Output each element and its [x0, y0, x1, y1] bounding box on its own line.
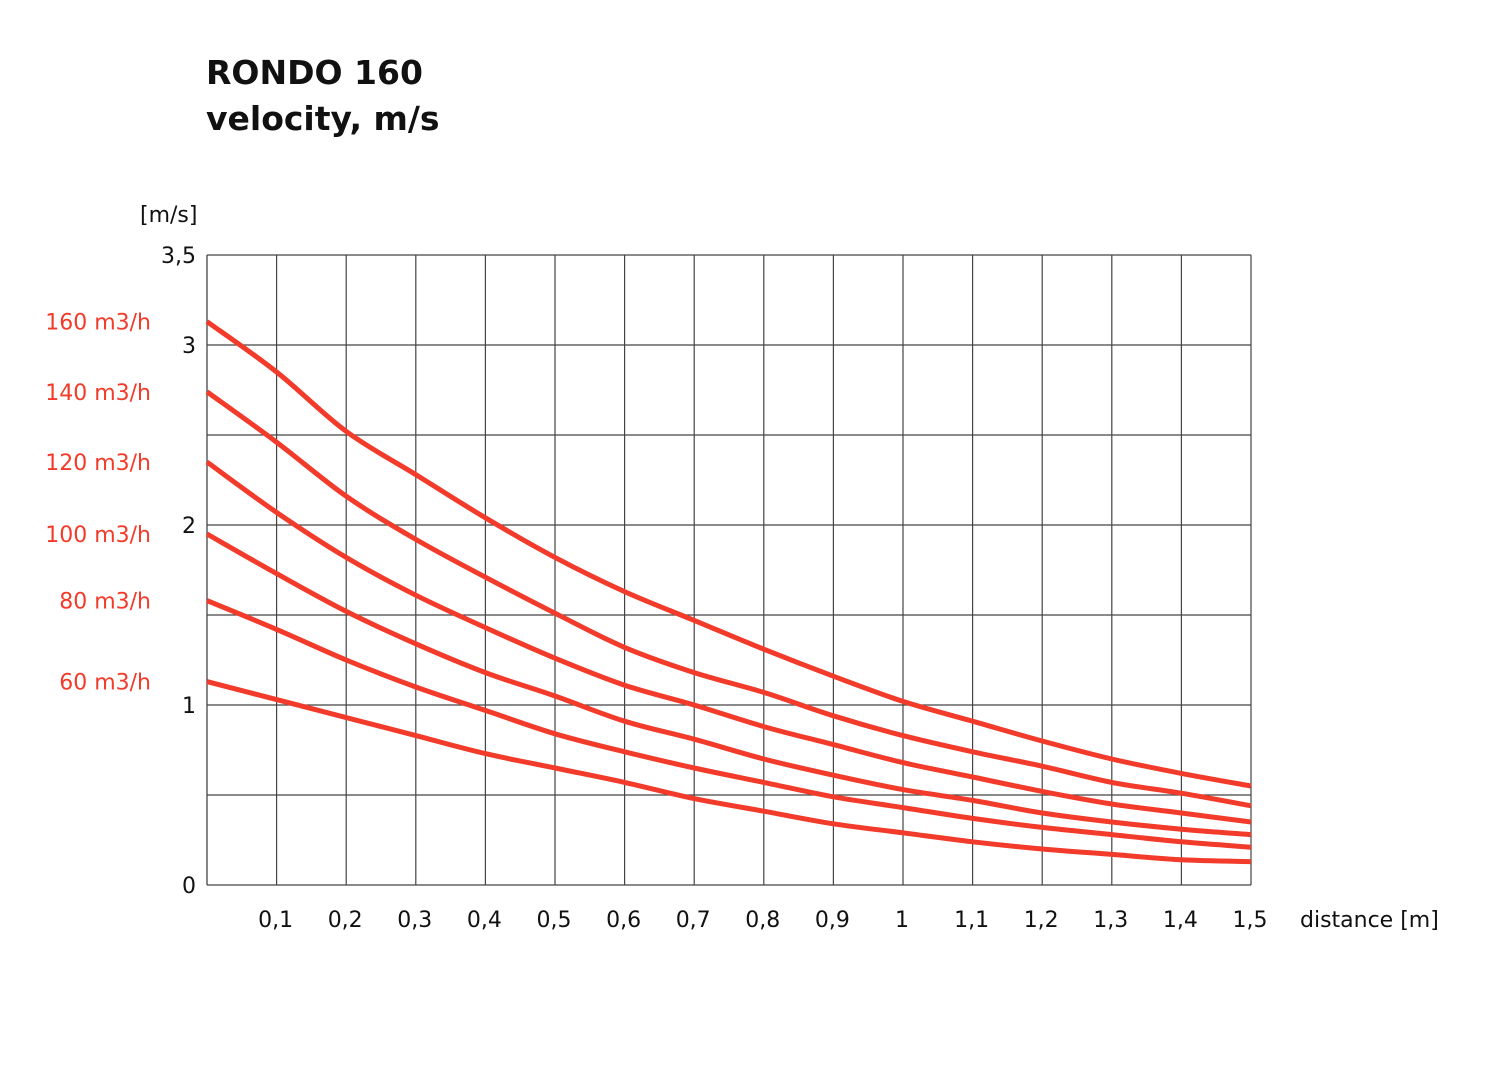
- x-tick-label: 0,6: [606, 908, 641, 933]
- x-tick-label: 1,1: [954, 908, 989, 933]
- y-tick-label: 3,5: [161, 244, 196, 269]
- series-label: 100 m3/h: [45, 523, 151, 548]
- curve-100: [205, 531, 1252, 838]
- series-label: 160 m3/h: [45, 311, 151, 336]
- x-tick-label: 0,9: [815, 908, 850, 933]
- y-ticks: 0 1 2 3 3,5: [161, 244, 196, 899]
- x-tick-label: 0,5: [537, 908, 572, 933]
- series-label: 80 m3/h: [59, 590, 151, 615]
- curve-140: [205, 389, 1252, 809]
- x-tick-label: 1,2: [1024, 908, 1059, 933]
- x-tick-label: 0,2: [328, 908, 363, 933]
- y-tick-label: 2: [182, 514, 196, 539]
- curve-160: [205, 319, 1252, 789]
- chart-title: RONDO 160: [206, 53, 423, 92]
- x-tick-label: 0,7: [676, 908, 711, 933]
- series-label: 120 m3/h: [45, 451, 151, 476]
- x-tick-label: 1: [895, 908, 909, 933]
- y-tick-label: 1: [182, 694, 196, 719]
- grid: [206, 254, 1252, 886]
- x-tick-label: 1,4: [1163, 908, 1198, 933]
- curve-80: [206, 598, 1252, 850]
- series-label: 60 m3/h: [59, 671, 151, 696]
- x-tick-label: 0,1: [258, 908, 293, 933]
- x-tick-label: 1,5: [1233, 908, 1268, 933]
- curves: [205, 319, 1252, 865]
- x-tick-label: 1,3: [1093, 908, 1128, 933]
- series-labels: 160 m3/h 140 m3/h 120 m3/h 100 m3/h 80 m3/h 6…: [45, 311, 151, 696]
- chart-subtitle: velocity, m/s: [206, 99, 440, 138]
- y-tick-label: 0: [182, 874, 196, 899]
- curve-120: [205, 459, 1252, 825]
- y-tick-label: 3: [182, 334, 196, 359]
- x-tick-label: 0,3: [397, 908, 432, 933]
- x-tick-label: 0,8: [745, 908, 780, 933]
- x-ticks: 0,1 0,2 0,3 0,4 0,5 0,6 0,7 0,8 0,9 1 1,1 1,2 1,3 1,4…: [258, 908, 1267, 933]
- x-axis-label: distance [m]: [1300, 908, 1439, 933]
- y-axis-label: [m/s]: [140, 203, 197, 228]
- curve-60: [206, 679, 1252, 865]
- series-label: 140 m3/h: [45, 381, 151, 406]
- x-tick-label: 0,4: [467, 908, 502, 933]
